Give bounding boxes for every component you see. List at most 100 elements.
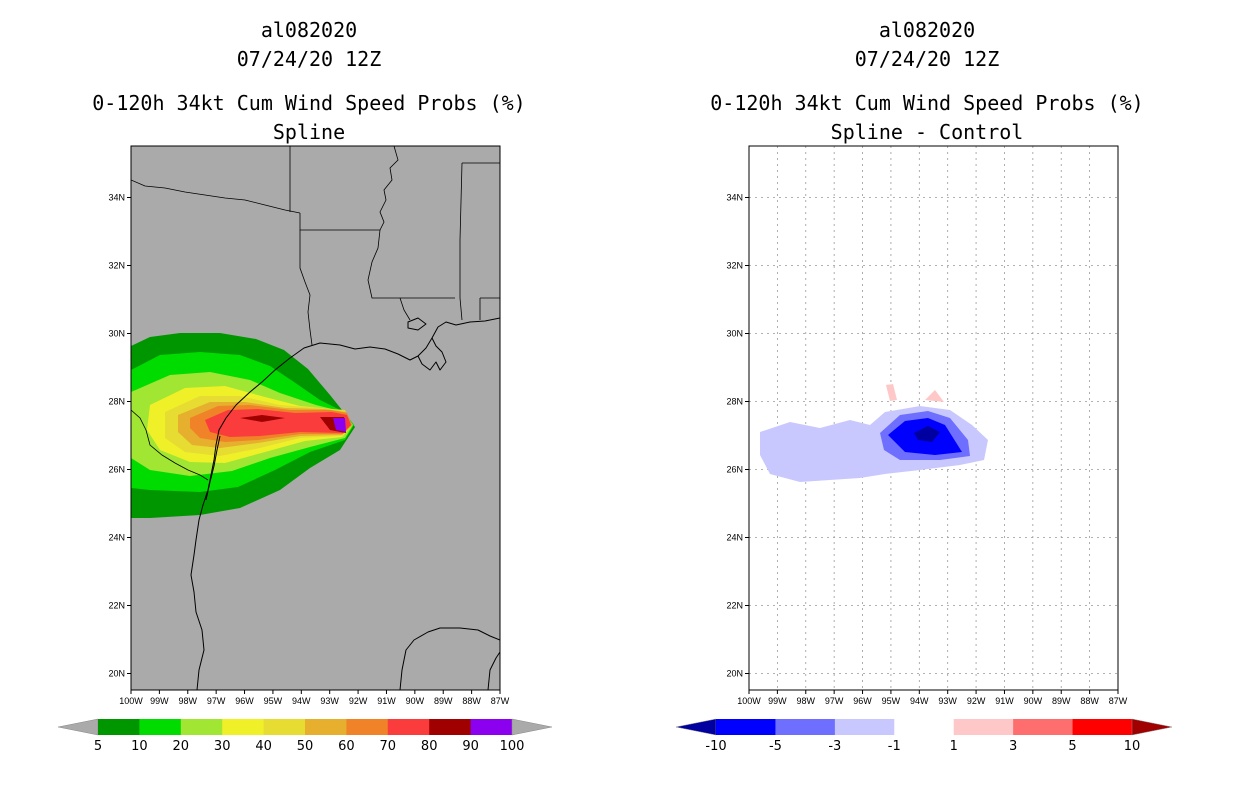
right-lon-label: 90W [1024,696,1043,706]
left-colorbar-swatch [139,719,182,735]
right-lon-label: 100W [737,696,761,706]
left-lon-label: 91W [377,696,396,706]
left-lat-label: 24N [108,533,125,543]
left-colorbar-swatch [98,719,140,735]
right-lat-label: 22N [726,601,743,611]
right-colorbar-swatch [953,719,1014,735]
right-lon-label: 97W [825,696,844,706]
right-lon-label: 88W [1080,696,1099,706]
left-lon-label: 88W [462,696,481,706]
left-colorbar-label: 100 [500,739,525,754]
left-lon-label: 95W [264,696,283,706]
left-prob-70 [205,409,351,437]
right-colorbar-label: -5 [769,739,782,754]
right-lat-label: 32N [726,261,743,271]
left-prob-90 [333,418,346,432]
right-colorbar: -10 -5 -3 -1 1 3 5 10 [675,718,1173,754]
right-lon-axis: 100W 99W 98W 97W 96W 95W 94W 93W 92W 91W 90W 89W 88W… [737,690,1128,706]
right-lon-label: 96W [853,696,872,706]
right-diff-pos1-a [886,384,897,401]
left-subtitle: Spline [273,120,345,144]
right-map-frame [748,145,1119,691]
left-colorbar: 5 10 20 30 40 50 60 70 80 90 100 [57,718,553,754]
right-lon-label: 99W [768,696,787,706]
left-lon-label: 90W [406,696,425,706]
left-colorbar-low-arrow [57,718,99,736]
right-colorbar-label: 3 [1009,739,1017,754]
left-lat-label: 30N [108,329,125,339]
right-lon-label: 89W [1052,696,1071,706]
right-colorbar-swatch [894,719,955,735]
left-colorbar-label: 10 [131,739,148,754]
left-lon-label: 93W [320,696,339,706]
left-probability-contours [131,333,355,518]
right-colorbar-label: -10 [705,739,726,754]
left-lat-label: 26N [108,465,125,475]
right-colorbar-swatch [834,719,895,735]
right-map: 34N 32N 30N 28N 26N 24N 22N 20N 100W 99W 98W 97W 96… [726,145,1128,706]
right-lon-label: 92W [967,696,986,706]
left-colorbar-label: 80 [421,739,438,754]
right-diff-pos1-b [925,390,944,402]
right-colorbar-label: -3 [828,739,841,754]
right-colorbar-high-arrow [1131,718,1173,736]
left-lon-axis: 100W 99W 98W 97W 96W 95W 94W 93W 92W 91W 90W 89W 88W… [119,690,510,706]
right-lon-label: 94W [910,696,929,706]
left-lat-label: 20N [108,669,125,679]
right-datetime: 07/24/20 12Z [855,47,1000,71]
left-storm-id: al082020 [261,18,357,42]
left-colorbar-label: 40 [255,739,272,754]
right-lon-label: 98W [797,696,816,706]
left-colorbar-swatch [263,719,306,735]
left-lon-label: 89W [434,696,453,706]
right-colorbar-low-arrow [675,718,717,736]
left-lat-label: 34N [108,193,125,203]
right-lat-label: 26N [726,465,743,475]
left-lat-label: 22N [108,601,125,611]
right-difference-contours [760,384,988,482]
left-colorbar-swatch [429,719,472,735]
left-lon-label: 92W [349,696,368,706]
right-colorbar-label: -1 [888,739,901,754]
right-colorbar-label: 5 [1068,739,1076,754]
right-diff-neg10 [914,426,940,442]
left-map: 34N 32N 30N 28N 26N 24N 22N 20N 100W 99W 98W 97W 96… [108,145,510,706]
left-colorbar-swatch [346,719,389,735]
right-lat-label: 20N [726,669,743,679]
left-lat-label: 28N [108,397,125,407]
right-lon-label: 91W [995,696,1014,706]
left-colorbar-swatch [470,719,513,735]
left-lon-label: 87W [491,696,510,706]
right-colorbar-label: 10 [1124,739,1141,754]
left-lon-label: 98W [179,696,198,706]
left-prob-80 [240,415,346,433]
right-colorbar-swatch [1013,719,1074,735]
left-colorbar-label: 30 [214,739,231,754]
right-storm-id: al082020 [879,18,975,42]
right-colorbar-swatch [1072,719,1133,735]
right-colorbar-swatch [775,719,836,735]
left-colorbar-label: 60 [338,739,355,754]
left-colorbar-swatch [387,719,430,735]
left-colorbar-swatch [222,719,265,735]
right-lon-label: 95W [882,696,901,706]
right-colorbar-label: 1 [950,739,958,754]
left-lon-label: 100W [119,696,143,706]
left-lat-label: 32N [108,261,125,271]
right-lon-label: 93W [938,696,957,706]
left-colorbar-high-arrow [511,718,553,736]
left-colorbar-label: 50 [297,739,314,754]
left-map-frame [130,145,501,691]
right-lat-label: 30N [726,329,743,339]
left-lon-label: 94W [292,696,311,706]
left-lon-label: 97W [207,696,226,706]
left-colorbar-label: 5 [94,739,102,754]
left-lon-label: 99W [150,696,169,706]
left-colorbar-label: 70 [380,739,397,754]
right-colorbar-swatch [716,719,776,735]
right-lat-label: 34N [726,193,743,203]
right-lat-label: 28N [726,397,743,407]
right-subtitle: Spline - Control [831,120,1024,144]
right-lon-label: 87W [1109,696,1128,706]
